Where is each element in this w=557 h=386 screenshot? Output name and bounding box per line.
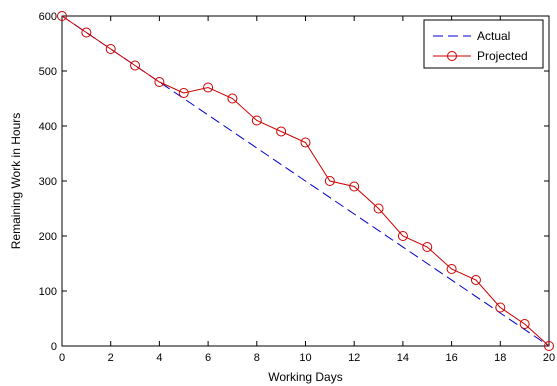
- legend-label-projected: Projected: [477, 49, 528, 63]
- x-tick-label: 12: [348, 352, 360, 364]
- data-point-projected: [276, 126, 287, 137]
- y-tick-label: 200: [39, 231, 57, 243]
- x-axis-ticks: 0 2 4 6 8 10 12 14 16 18 20: [59, 16, 555, 364]
- data-point-projected: [203, 82, 214, 93]
- x-tick-label: 8: [254, 352, 260, 364]
- data-point-projected: [81, 27, 92, 38]
- y-tick-label: 0: [51, 341, 57, 353]
- legend-box: [423, 19, 544, 69]
- data-point-projected: [227, 93, 238, 104]
- data-point-projected: [422, 242, 433, 252]
- legend-marker-projected: [447, 51, 457, 61]
- data-point-projected: [544, 341, 554, 351]
- series-line-projected: [61, 15, 550, 347]
- data-point-projected: [324, 176, 335, 186]
- legend: Actual Projected: [423, 19, 544, 69]
- x-tick-label: 2: [108, 352, 114, 364]
- x-tick-label: 6: [205, 352, 211, 364]
- x-tick-label: 18: [494, 352, 506, 364]
- y-tick-label: 600: [39, 11, 57, 23]
- x-tick-label: 20: [543, 352, 555, 364]
- data-point-projected: [300, 137, 311, 148]
- y-axis-label: Remaining Work in Hours: [9, 113, 23, 250]
- x-tick-label: 0: [59, 352, 65, 364]
- data-point-projected: [495, 302, 506, 313]
- x-tick-label: 14: [397, 352, 409, 364]
- legend-label-actual: Actual: [477, 29, 510, 43]
- x-tick-label: 10: [299, 352, 311, 364]
- axes: 0 2 4 6 8 10 12 14 16 18 20 0 100 200 300 400 500 600 Wo…: [9, 11, 555, 384]
- data-point-projected: [178, 88, 189, 98]
- y-tick-label: 500: [39, 66, 57, 78]
- data-point-projected: [251, 115, 262, 126]
- y-tick-label: 100: [39, 286, 57, 298]
- data-point-projected: [446, 264, 457, 274]
- data-point-projected: [105, 44, 116, 54]
- x-axis-label: Working Days: [268, 370, 342, 384]
- x-tick-label: 16: [445, 352, 457, 364]
- data-point-projected: [349, 181, 360, 192]
- data-point-projected: [57, 11, 67, 21]
- data-point-projected: [130, 60, 141, 71]
- y-tick-label: 300: [39, 176, 57, 188]
- y-axis-ticks: 0 100 200 300 400 500 600: [39, 11, 549, 353]
- data-point-projected: [397, 231, 408, 241]
- data-point-projected: [470, 275, 481, 285]
- y-tick-label: 400: [39, 121, 57, 133]
- x-tick-label: 4: [156, 352, 162, 364]
- series-layer: [57, 11, 554, 351]
- data-point-projected: [373, 203, 384, 214]
- data-point-projected: [154, 77, 165, 87]
- data-point-projected: [519, 319, 530, 329]
